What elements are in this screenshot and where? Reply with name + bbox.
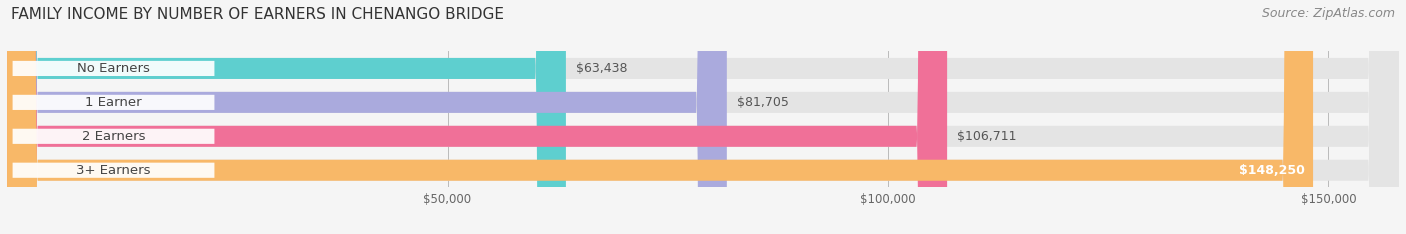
FancyBboxPatch shape — [13, 95, 215, 110]
FancyBboxPatch shape — [7, 0, 1399, 234]
FancyBboxPatch shape — [7, 0, 1399, 234]
Text: $106,711: $106,711 — [957, 130, 1017, 143]
FancyBboxPatch shape — [13, 129, 215, 144]
FancyBboxPatch shape — [7, 0, 1399, 234]
Text: Source: ZipAtlas.com: Source: ZipAtlas.com — [1261, 7, 1395, 20]
FancyBboxPatch shape — [7, 0, 948, 234]
Text: $63,438: $63,438 — [575, 62, 627, 75]
Text: $81,705: $81,705 — [737, 96, 789, 109]
Text: 2 Earners: 2 Earners — [82, 130, 145, 143]
FancyBboxPatch shape — [7, 0, 1399, 234]
FancyBboxPatch shape — [7, 0, 1313, 234]
FancyBboxPatch shape — [13, 61, 215, 76]
FancyBboxPatch shape — [7, 0, 727, 234]
Text: No Earners: No Earners — [77, 62, 150, 75]
Text: 1 Earner: 1 Earner — [86, 96, 142, 109]
FancyBboxPatch shape — [7, 0, 565, 234]
Text: 3+ Earners: 3+ Earners — [76, 164, 150, 177]
FancyBboxPatch shape — [13, 163, 215, 178]
Text: FAMILY INCOME BY NUMBER OF EARNERS IN CHENANGO BRIDGE: FAMILY INCOME BY NUMBER OF EARNERS IN CH… — [11, 7, 505, 22]
Text: $148,250: $148,250 — [1239, 164, 1305, 177]
